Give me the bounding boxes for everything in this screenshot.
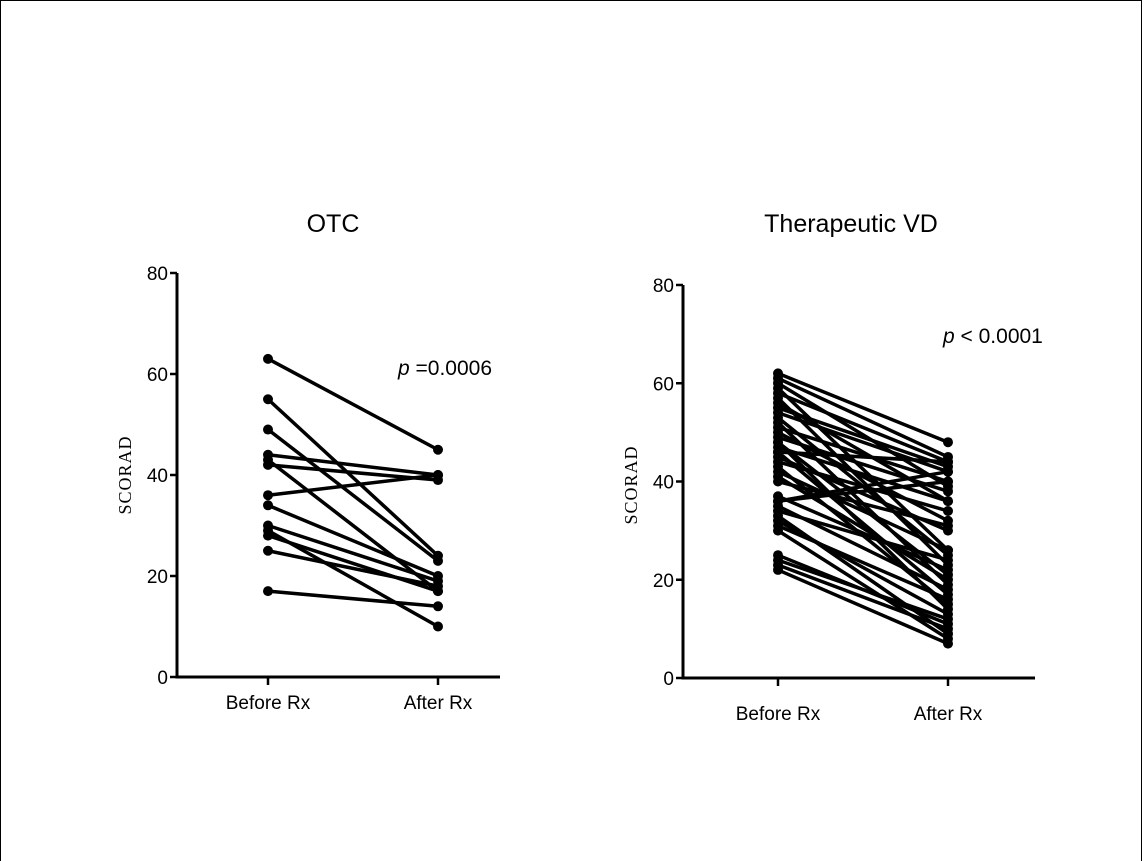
point-after-therapeutic-vd-17 (943, 456, 953, 467)
point-before-therapeutic-vd-37 (773, 437, 783, 448)
plot-otc: 0 20 40 60 80 (147, 264, 500, 689)
point-after-therapeutic-vd-23 (943, 520, 953, 531)
p-value-annotation-therapeutic-vd: p < 0.0001 (942, 325, 1043, 348)
y-tick-label-otc-0: 0 (157, 668, 168, 689)
pair-line-otc-10 (266, 549, 440, 588)
x-category-after-therapeutic-vd: After Rx (914, 704, 983, 725)
point-after-therapeutic-vd-36 (943, 466, 953, 477)
pair-line-otc-7 (266, 503, 440, 578)
pair-line-therapeutic-vd-24 (776, 494, 950, 572)
x-category-before-therapeutic-vd: Before Rx (736, 704, 821, 725)
point-before-otc-7 (263, 500, 273, 511)
p-value-annotation-otc: p =0.0006 (397, 357, 492, 380)
pair-line-otc-2 (266, 427, 440, 563)
pair-line-otc-12 (266, 589, 440, 609)
point-after-therapeutic-vd-21 (943, 545, 953, 556)
chart-title-otc: OTC (307, 210, 360, 238)
point-after-otc-0 (433, 444, 443, 455)
pair-line-therapeutic-vd-31 (776, 528, 950, 641)
point-before-otc-2 (263, 424, 273, 435)
point-after-otc-6 (433, 470, 443, 480)
point-before-otc-11 (263, 525, 273, 536)
point-before-otc-10 (263, 545, 273, 556)
point-before-therapeutic-vd-23 (773, 476, 783, 487)
pair-line-otc-1 (266, 397, 440, 558)
pair-line-therapeutic-vd-36 (776, 469, 950, 503)
point-before-therapeutic-vd-35 (773, 564, 783, 575)
pair-line-therapeutic-vd-4 (776, 391, 950, 464)
pair-line-therapeutic-vd-21 (776, 469, 950, 553)
point-after-therapeutic-vd-0 (943, 437, 953, 448)
pair-line-therapeutic-vd-2 (776, 381, 950, 489)
pair-line-therapeutic-vd-37 (776, 440, 950, 577)
y-axis-label-otc: SCORAD (115, 435, 135, 514)
point-after-therapeutic-vd-13 (943, 486, 953, 497)
x-category-before-otc: Before Rx (226, 693, 311, 714)
point-after-therapeutic-vd-33 (943, 614, 953, 625)
pair-line-therapeutic-vd-13 (776, 435, 950, 494)
pair-line-otc-0 (266, 357, 440, 452)
pair-line-therapeutic-vd-0 (776, 371, 950, 444)
point-after-therapeutic-vd-35 (943, 638, 953, 649)
point-before-otc-1 (263, 394, 273, 405)
point-before-therapeutic-vd-31 (773, 525, 783, 536)
point-after-otc-10 (433, 581, 443, 592)
p-symbol-otc: p (397, 357, 410, 380)
x-category-after-otc: After Rx (404, 693, 473, 714)
pair-line-therapeutic-vd-11 (776, 425, 950, 484)
y-axis-label-therapeutic-vd: SCORAD (621, 445, 641, 524)
pair-line-therapeutic-vd-22 (776, 474, 950, 582)
y-tick-label-otc-40: 40 (147, 466, 168, 487)
y-tick-label-therapeutic-vd-0: 0 (663, 669, 674, 690)
point-before-therapeutic-vd-36 (773, 496, 783, 507)
point-after-otc-11 (433, 621, 443, 632)
point-before-otc-5 (263, 459, 273, 470)
pair-line-therapeutic-vd-1 (776, 376, 950, 459)
y-tick-label-therapeutic-vd-60: 60 (653, 374, 674, 395)
y-tick-label-therapeutic-vd-80: 80 (653, 276, 674, 297)
y-tick-label-therapeutic-vd-20: 20 (653, 571, 674, 592)
pair-line-therapeutic-vd-30 (776, 523, 950, 602)
pair-line-otc-11 (266, 528, 440, 629)
plot-therapeutic-vd: 0 20 40 60 80 (653, 276, 1035, 690)
point-after-therapeutic-vd-15 (943, 496, 953, 507)
point-after-otc-2 (433, 555, 443, 566)
pair-line-otc-8 (266, 523, 440, 583)
y-tick-label-otc-60: 60 (147, 365, 168, 386)
point-before-otc-12 (263, 586, 273, 597)
point-after-therapeutic-vd-37 (943, 569, 953, 580)
point-after-therapeutic-vd-19 (943, 505, 953, 516)
point-after-otc-12 (433, 601, 443, 612)
pair-line-otc-6 (266, 473, 440, 497)
pair-line-therapeutic-vd-7 (776, 406, 950, 469)
pair-line-otc-3 (266, 453, 440, 477)
y-tick-label-otc-20: 20 (147, 567, 168, 588)
y-tick-label-therapeutic-vd-40: 40 (653, 473, 674, 494)
p-value-text-therapeutic-vd: < 0.0001 (955, 325, 1043, 348)
pair-line-therapeutic-vd-3 (776, 386, 950, 553)
pair-line-therapeutic-vd-16 (776, 450, 950, 597)
pair-line-therapeutic-vd-33 (776, 558, 950, 621)
point-after-therapeutic-vd-34 (943, 623, 953, 634)
pair-line-therapeutic-vd-23 (776, 479, 950, 528)
p-symbol-therapeutic-vd: p (942, 325, 955, 348)
y-tick-label-otc-80: 80 (147, 264, 168, 285)
pair-line-therapeutic-vd-35 (776, 568, 950, 646)
point-after-therapeutic-vd-26 (943, 584, 953, 595)
chart-title-therapeutic-vd: Therapeutic VD (764, 210, 938, 238)
pair-line-otc-4 (266, 458, 440, 593)
pair-line-therapeutic-vd-17 (776, 450, 950, 464)
pair-line-therapeutic-vd-15 (776, 445, 950, 503)
pair-line-therapeutic-vd-34 (776, 563, 950, 631)
p-value-text-otc: =0.0006 (410, 357, 492, 380)
point-before-otc-0 (263, 353, 273, 364)
point-after-therapeutic-vd-25 (943, 476, 953, 487)
point-before-otc-6 (263, 490, 273, 501)
point-after-therapeutic-vd-27 (943, 555, 953, 566)
point-after-therapeutic-vd-30 (943, 594, 953, 605)
